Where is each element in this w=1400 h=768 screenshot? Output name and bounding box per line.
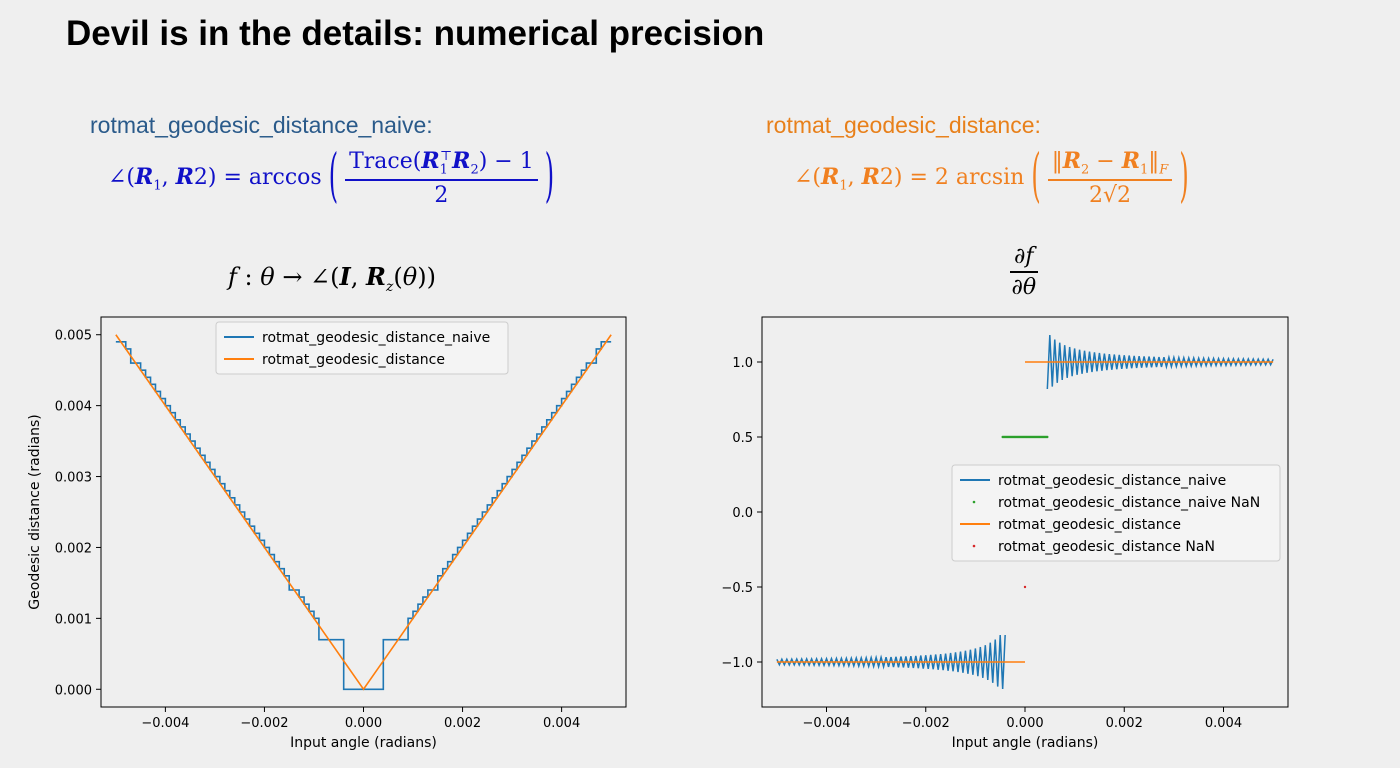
legend-entry: rotmat_geodesic_distance_naive [262, 330, 490, 346]
y-tick-label: 0.000 [55, 683, 92, 698]
x-tick-label: 0.004 [543, 716, 580, 731]
naive-nan-point [1046, 435, 1049, 439]
x-axis-label: Input angle (radians) [952, 735, 1099, 751]
x-tick-label: 0.002 [1106, 716, 1143, 731]
y-tick-label: −0.5 [721, 581, 753, 596]
slide-title: Devil is in the details: numerical preci… [66, 14, 765, 53]
x-tick-label: 0.000 [1006, 716, 1043, 731]
geodesic-distance-chart: −0.004 −0.002 0.000 0.002 0.004 0.000 0.001 0.0… [27, 316, 627, 751]
y-tick-label: 0.0 [732, 506, 753, 521]
left-plot-caption: f : θ → ∠(I, Rz(θ)) [228, 262, 436, 295]
y-tick-label: 0.5 [732, 431, 753, 446]
x-tick-label: 0.000 [345, 716, 382, 731]
x-tick-label: −0.004 [141, 716, 189, 731]
formula: ∠(R1, R2) = 2 arcsin ( ‖R2 − R1‖F 2√2 ) [794, 142, 1189, 210]
right-plot-caption: ∂f ∂θ [1010, 244, 1038, 300]
plot-frame [100, 316, 627, 708]
naive-formula: ∠(R1, R2) = arccos ( Trace(R1⊤R2) − 1 2 … [108, 142, 555, 210]
x-tick-label: −0.002 [902, 716, 950, 731]
legend-marker [972, 544, 976, 548]
legend-box [951, 464, 1281, 562]
x-axis-label: Input angle (radians) [290, 735, 437, 751]
y-tick-label: 0.001 [55, 612, 92, 627]
naive-derivative-negative [776, 634, 1006, 690]
stable-nan-point [1023, 585, 1027, 589]
legend-entry: rotmat_geodesic_distance_naive NaN [998, 495, 1260, 511]
y-axis-label: Geodesic distance (radians) [27, 414, 43, 609]
x-tick-label: 0.004 [1205, 716, 1242, 731]
y-axis-label: Geodesic distance derivative [700, 411, 704, 614]
y-tick-label: 1.0 [732, 356, 753, 371]
legend-entry: rotmat_geodesic_distance_naive [998, 473, 1226, 489]
y-tick-label: 0.004 [55, 400, 92, 415]
legend-entry: rotmat_geodesic_distance [262, 352, 445, 368]
y-tick-label: 0.003 [55, 471, 92, 486]
legend-marker [972, 500, 976, 504]
y-tick-label: −1.0 [721, 656, 753, 671]
x-tick-label: −0.004 [802, 716, 850, 731]
legend-entry: rotmat_geodesic_distance [998, 517, 1181, 533]
x-tick-label: −0.002 [240, 716, 288, 731]
naive-function-label: rotmat_geodesic_distance_naive: [90, 112, 433, 138]
x-tick-label: 0.002 [444, 716, 481, 731]
geodesic-derivative-chart: −0.004 −0.002 0.000 0.002 0.004 −1.0 −0.5 0.0 0.… [700, 316, 1289, 751]
naive-series-line [115, 341, 612, 691]
legend-entry: rotmat_geodesic_distance NaN [998, 539, 1215, 555]
function-label: rotmat_geodesic_distance: [766, 112, 1041, 138]
y-tick-label: 0.002 [55, 541, 92, 556]
y-tick-label: 0.005 [55, 329, 92, 344]
stable-series-line [115, 334, 612, 691]
legend-box [215, 321, 509, 375]
